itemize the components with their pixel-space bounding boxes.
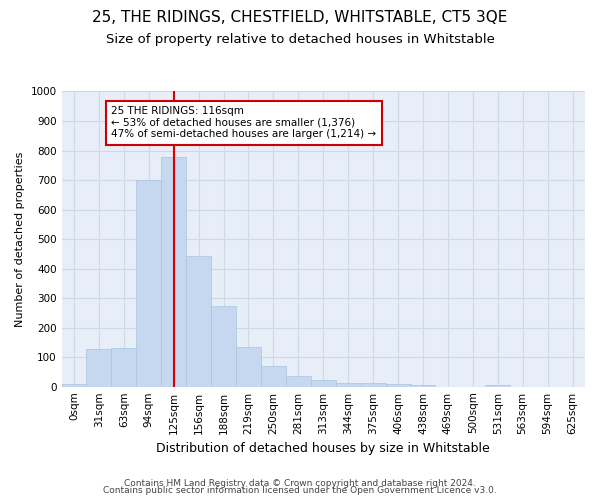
Y-axis label: Number of detached properties: Number of detached properties <box>15 152 25 327</box>
Bar <box>86 349 112 387</box>
Text: Contains HM Land Registry data © Crown copyright and database right 2024.: Contains HM Land Registry data © Crown c… <box>124 478 476 488</box>
Bar <box>286 376 311 386</box>
Bar <box>485 384 510 386</box>
Bar <box>386 384 410 386</box>
Bar <box>211 306 236 386</box>
Text: Size of property relative to detached houses in Whitstable: Size of property relative to detached ho… <box>106 32 494 46</box>
Bar <box>361 383 386 386</box>
Text: 25 THE RIDINGS: 116sqm
← 53% of detached houses are smaller (1,376)
47% of semi-: 25 THE RIDINGS: 116sqm ← 53% of detached… <box>112 106 377 140</box>
Text: 25, THE RIDINGS, CHESTFIELD, WHITSTABLE, CT5 3QE: 25, THE RIDINGS, CHESTFIELD, WHITSTABLE,… <box>92 10 508 25</box>
Bar <box>336 383 361 386</box>
Bar <box>161 157 186 386</box>
Bar <box>311 380 336 386</box>
Bar <box>410 385 436 386</box>
Bar <box>112 348 136 387</box>
Text: Contains public sector information licensed under the Open Government Licence v3: Contains public sector information licen… <box>103 486 497 495</box>
X-axis label: Distribution of detached houses by size in Whitstable: Distribution of detached houses by size … <box>157 442 490 455</box>
Bar <box>62 384 86 386</box>
Bar <box>136 180 161 386</box>
Bar <box>186 256 211 386</box>
Bar <box>261 366 286 386</box>
Bar <box>236 348 261 387</box>
